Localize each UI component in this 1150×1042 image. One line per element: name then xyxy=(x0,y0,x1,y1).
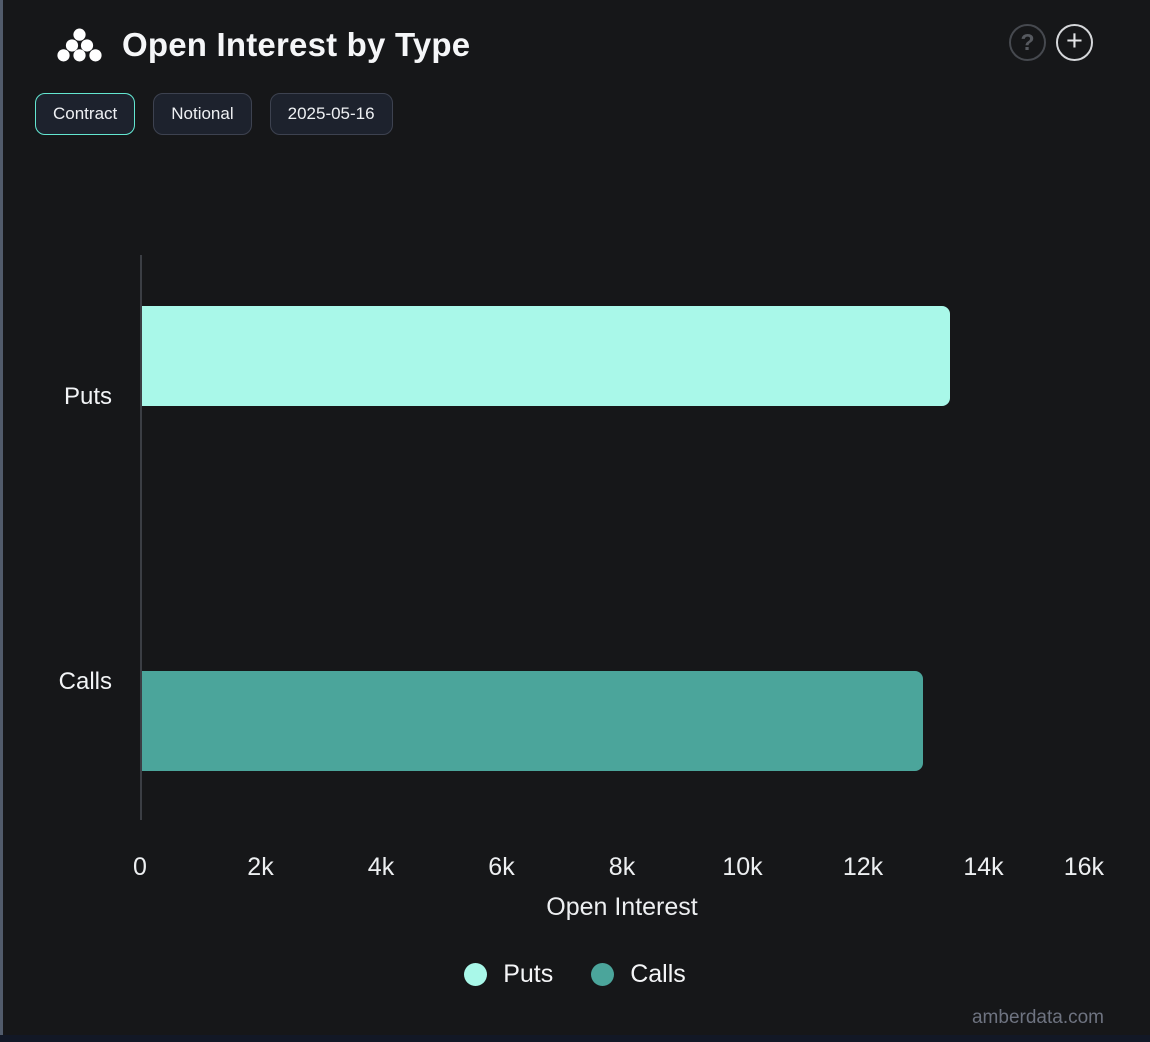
toolbar: Contract Notional 2025-05-16 xyxy=(35,93,393,135)
x-tick-label-12k: 12k xyxy=(842,853,884,881)
add-icon[interactable]: + xyxy=(1056,24,1093,61)
contract-toggle-button[interactable]: Contract xyxy=(35,93,136,135)
y-axis-line xyxy=(140,255,142,820)
x-tick-label-10k: 10k xyxy=(722,853,763,881)
x-tick-label-2k: 2k xyxy=(247,853,274,881)
watermark: amberdata.com xyxy=(971,1007,1104,1028)
legend-dot-calls xyxy=(591,963,615,986)
x-tick-label-0: 0 xyxy=(133,853,147,881)
y-tick-label-puts: Puts xyxy=(63,383,112,410)
chart-legend: Puts Calls xyxy=(0,960,1150,989)
plus-glyph: + xyxy=(1066,24,1083,57)
cluster-dots-icon xyxy=(57,28,102,62)
x-tick-label-8k: 8k xyxy=(608,853,636,881)
x-tick-label-6k: 6k xyxy=(488,853,515,881)
help-icon[interactable]: ? xyxy=(1009,24,1046,61)
legend-label: Puts xyxy=(503,960,554,988)
help-glyph: ? xyxy=(1020,29,1035,55)
bottom-edge-divider xyxy=(0,1035,1150,1042)
expiration-date-button[interactable]: 2025-05-16 xyxy=(269,93,393,135)
x-tick-label-14k: 14k xyxy=(963,853,1004,881)
y-tick-label-calls: Calls xyxy=(58,668,112,695)
page-title: Open Interest by Type xyxy=(122,26,471,63)
legend-label: Calls xyxy=(630,960,686,988)
x-axis-title: Open Interest xyxy=(546,893,698,921)
legend-item-calls[interactable]: Calls xyxy=(591,960,686,989)
legend-dot-puts xyxy=(464,963,488,986)
notional-toggle-button[interactable]: Notional xyxy=(153,93,252,135)
x-tick-label-16k: 16k xyxy=(1063,853,1104,881)
bar-calls[interactable] xyxy=(142,671,923,771)
bar-puts[interactable] xyxy=(142,306,950,406)
x-tick-label-4k: 4k xyxy=(367,853,395,881)
left-edge-divider xyxy=(0,0,3,1042)
legend-item-puts[interactable]: Puts xyxy=(464,960,553,989)
